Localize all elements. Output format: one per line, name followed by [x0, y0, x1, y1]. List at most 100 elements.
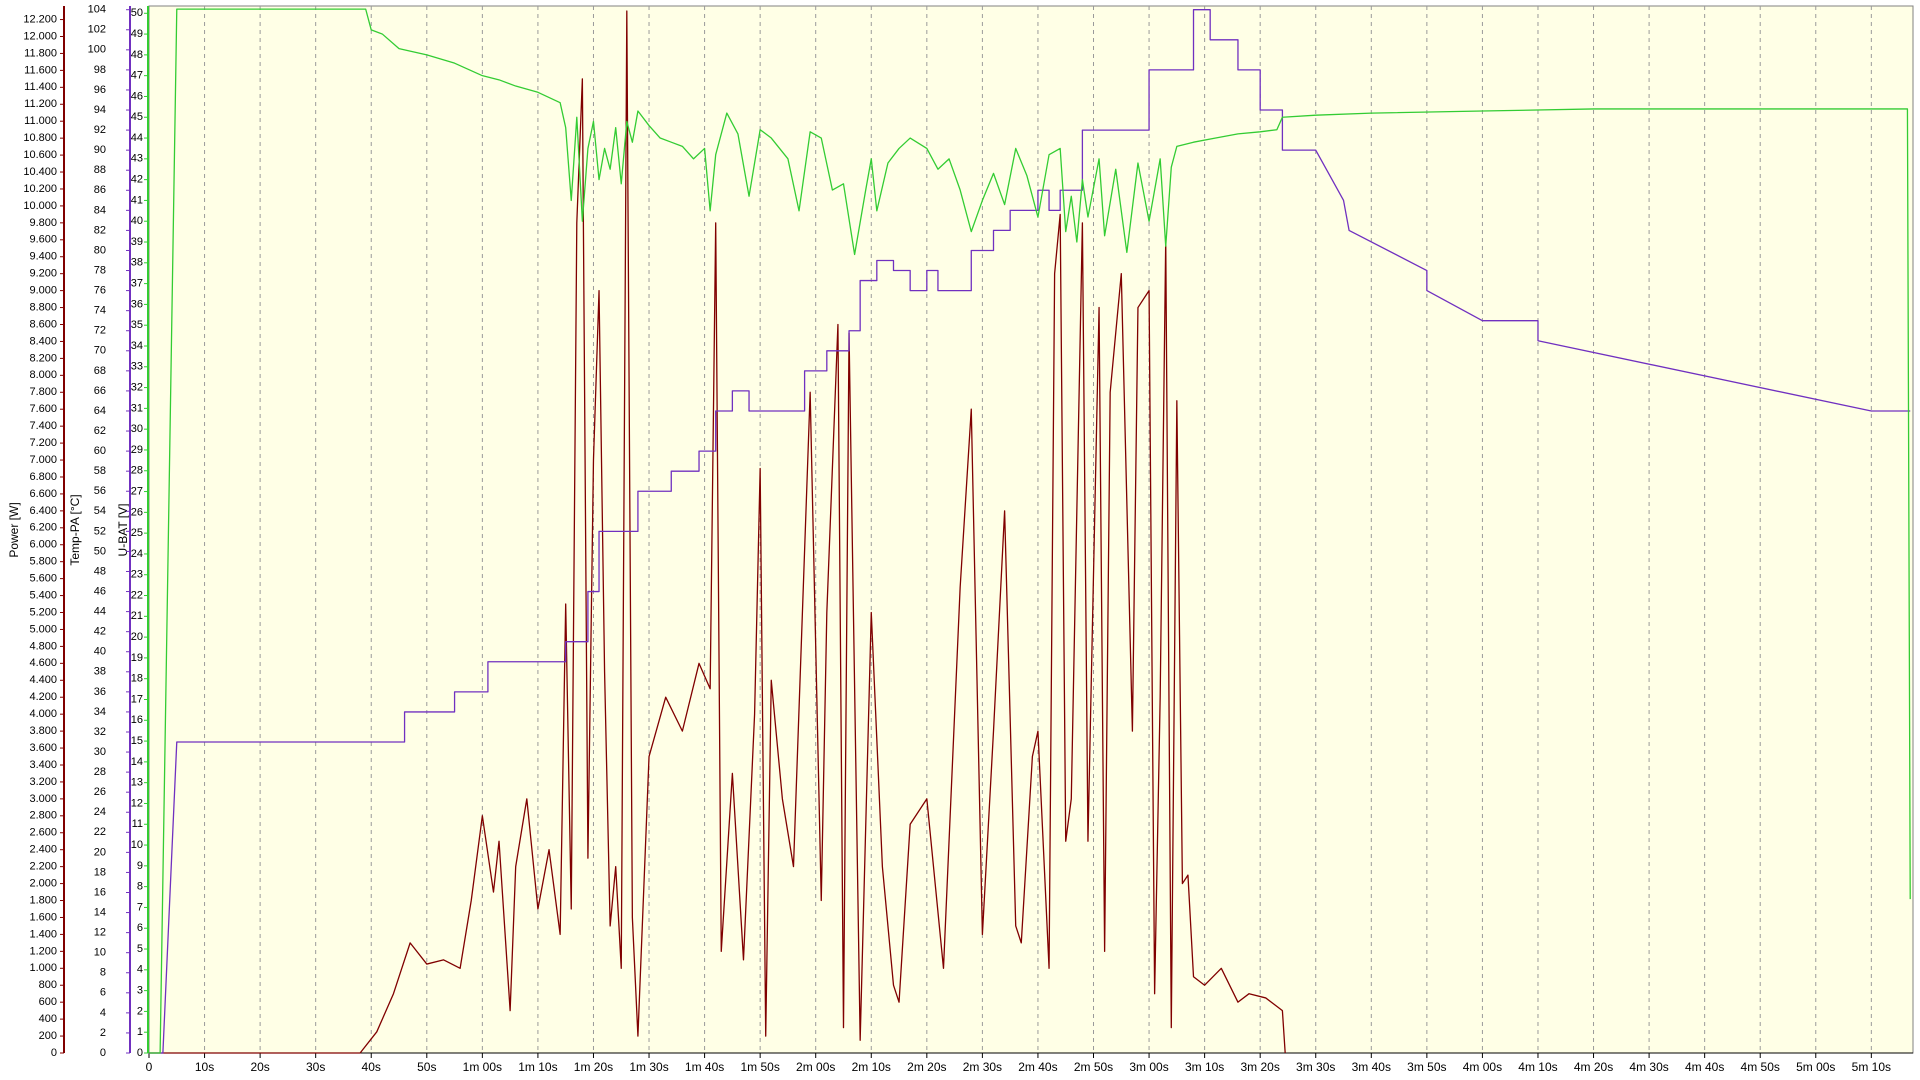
y2-tick-label: 88: [94, 164, 106, 176]
y-tick-label: 2.800: [29, 810, 57, 822]
y2-tick-label: 42: [94, 626, 106, 638]
y2-tick-label: 2: [100, 1027, 106, 1039]
x-tick-label: 1m 20s: [574, 1060, 613, 1074]
y2-tick-label: 84: [94, 204, 106, 216]
y2-tick-label: 36: [94, 686, 106, 698]
x-tick-label: 1m 50s: [740, 1060, 779, 1074]
y2-tick-label: 30: [94, 746, 106, 758]
y2-tick-label: 64: [94, 405, 106, 417]
y-tick-label: 4.600: [29, 657, 57, 669]
y-tick-label: 2.200: [29, 861, 57, 873]
y-tick-label: 9.400: [29, 251, 57, 263]
y2-tick-label: 34: [94, 706, 106, 718]
x-tick-label: 3m 10s: [1185, 1060, 1224, 1074]
y2-tick-label: 52: [94, 525, 106, 537]
y2-tick-label: 44: [94, 606, 106, 618]
y2-axis-title: Temp-PA [°C]: [68, 494, 82, 565]
y-tick-label: 7.600: [29, 403, 57, 415]
y3-tick-label: 43: [131, 153, 143, 165]
series-line: [149, 9, 1911, 1054]
y3-tick-label: 49: [131, 28, 143, 40]
y3-tick-label: 41: [131, 194, 143, 206]
y2-tick-label: 32: [94, 726, 106, 738]
y-tick-label: 6.600: [29, 488, 57, 500]
y-tick-label: 10.600: [23, 149, 57, 161]
x-tick-label: 4m 40s: [1685, 1060, 1724, 1074]
y-tick-label: 10.000: [23, 200, 57, 212]
y2-tick-label: 6: [100, 987, 106, 999]
y3-tick-label: 28: [131, 465, 143, 477]
y3-tick-label: 16: [131, 714, 143, 726]
x-tick-label: 0: [146, 1060, 153, 1074]
y2-tick-label: 70: [94, 345, 106, 357]
plot-area: [148, 5, 1914, 1054]
y3-tick-label: 13: [131, 777, 143, 789]
y-tick-label: 7.200: [29, 437, 57, 449]
y2-tick-label: 90: [94, 144, 106, 156]
y-tick-label: 8.200: [29, 352, 57, 364]
y3-tick-label: 47: [131, 70, 143, 82]
y2-tick-label: 98: [94, 64, 106, 76]
x-tick-label: 1m 30s: [629, 1060, 668, 1074]
y-tick-label: 5.800: [29, 556, 57, 568]
y-tick-label: 12.000: [23, 30, 57, 42]
y2-tick-label: 62: [94, 425, 106, 437]
y-tick-label: 6.000: [29, 539, 57, 551]
y-tick-label: 600: [39, 996, 57, 1008]
y-tick-label: 1.800: [29, 894, 57, 906]
x-tick-label: 50s: [417, 1060, 436, 1074]
y2-tick-label: 0: [100, 1047, 106, 1059]
y-tick-label: 11.600: [24, 64, 57, 76]
y3-tick-label: 27: [131, 485, 143, 497]
y-tick-label: 0: [51, 1047, 57, 1059]
y3-tick-label: 38: [131, 257, 143, 269]
y3-tick-label: 15: [131, 735, 143, 747]
y2-tick-label: 92: [94, 124, 106, 136]
y-tick-label: 3.800: [29, 725, 57, 737]
x-tick-label: 40s: [362, 1060, 381, 1074]
y-tick-label: 4.000: [29, 708, 57, 720]
x-tick-label: 10s: [195, 1060, 214, 1074]
y3-tick-label: 2: [137, 1005, 143, 1017]
y-tick-label: 200: [39, 1030, 57, 1042]
y3-tick-label: 1: [137, 1026, 143, 1038]
x-tick-label: 3m 30s: [1296, 1060, 1335, 1074]
y-tick-label: 8.400: [29, 335, 57, 347]
y2-tick-label: 46: [94, 585, 106, 597]
y3-tick-label: 39: [131, 236, 143, 248]
y2-tick-label: 78: [94, 264, 106, 276]
y-tick-label: 5.000: [29, 623, 57, 635]
y2-tick-label: 96: [94, 84, 106, 96]
y2-tick-label: 18: [94, 866, 106, 878]
x-tick-label: 20s: [250, 1060, 269, 1074]
y-tick-label: 400: [39, 1013, 57, 1025]
y2-tick-label: 74: [94, 305, 106, 317]
y3-tick-label: 9: [137, 860, 143, 872]
x-tick-label: 4m 00s: [1463, 1060, 1502, 1074]
y3-tick-label: 33: [131, 361, 143, 373]
y3-tick-label: 7: [137, 901, 143, 913]
y2-tick-label: 28: [94, 766, 106, 778]
y-tick-label: 2.400: [29, 844, 57, 856]
y2-tick-label: 14: [94, 906, 106, 918]
y-tick-label: 10.400: [23, 166, 57, 178]
y-tick-label: 5.600: [29, 573, 57, 585]
x-tick-label: 3m 00s: [1129, 1060, 1168, 1074]
y-tick-label: 7.000: [29, 454, 57, 466]
y3-tick-label: 18: [131, 673, 143, 685]
y3-tick-label: 36: [131, 298, 143, 310]
y-tick-label: 10.800: [23, 132, 57, 144]
x-tick-label: 2m 00s: [796, 1060, 835, 1074]
y-tick-label: 6.200: [29, 522, 57, 534]
y-tick-label: 3.200: [29, 776, 57, 788]
y3-tick-label: 37: [131, 278, 143, 290]
y-tick-label: 4.800: [29, 640, 57, 652]
y3-tick-label: 8: [137, 881, 143, 893]
x-tick-label: 1m 10s: [518, 1060, 557, 1074]
x-tick-label: 1m 00s: [463, 1060, 502, 1074]
y3-tick-label: 29: [131, 444, 143, 456]
y2-tick-label: 16: [94, 886, 106, 898]
y3-tick-label: 19: [131, 652, 143, 664]
y-tick-label: 9.000: [29, 285, 57, 297]
